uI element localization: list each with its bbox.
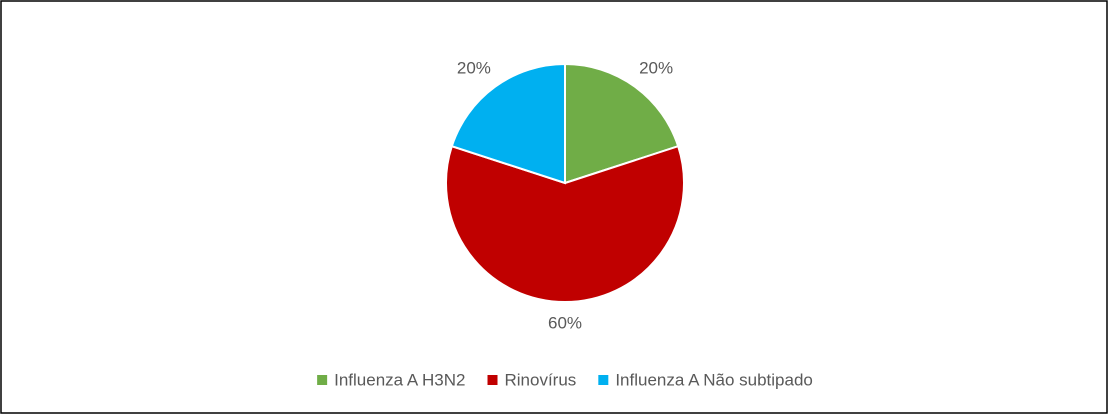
pie-slice (445, 144, 685, 303)
pie-slice (450, 62, 566, 185)
data-label: 60% (548, 313, 582, 332)
data-label: 20% (457, 58, 491, 77)
legend-swatch (317, 375, 328, 385)
legend-label: Influenza A Não subtipado (615, 370, 813, 389)
pie-slice (564, 62, 680, 185)
legend-label: Rinovírus (505, 370, 577, 389)
data-label: 20% (639, 58, 673, 77)
legend-label: Influenza A H3N2 (334, 370, 465, 389)
legend-swatch (487, 375, 498, 385)
legend-swatch (598, 375, 609, 385)
